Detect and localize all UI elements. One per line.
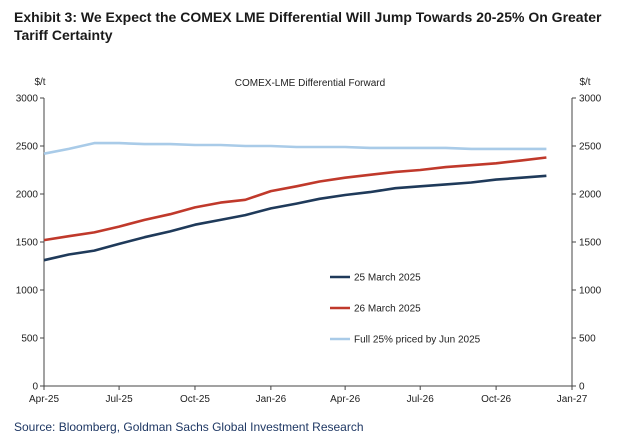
y-tick-label-left: 0 <box>32 382 38 393</box>
series-line-25-march-2025 <box>43 174 547 262</box>
x-tick-label: Jul-26 <box>407 394 435 405</box>
y-tick-label-left: 2500 <box>16 142 39 153</box>
x-tick-label: Oct-25 <box>180 394 210 405</box>
y-tick-label-right: 2500 <box>579 142 602 153</box>
x-tick-label: Jul-25 <box>105 394 133 405</box>
y-axis-label-left: $/t <box>34 77 45 88</box>
series-line-26-march-2025 <box>43 156 547 242</box>
y-tick-label-right: 0 <box>579 382 585 393</box>
y-tick-label-left: 1000 <box>16 286 39 297</box>
x-tick-label: Jan-26 <box>256 394 287 405</box>
x-tick-label: Jan-27 <box>557 394 588 405</box>
legend-label: 26 March 2025 <box>354 304 421 315</box>
exhibit-title: Exhibit 3: We Expect the COMEX LME Diffe… <box>14 9 602 43</box>
y-axis-label-right: $/t <box>579 77 590 88</box>
y-tick-label-right: 500 <box>579 334 596 345</box>
legend-label: 25 March 2025 <box>354 273 421 284</box>
y-tick-label-left: 3000 <box>16 94 39 105</box>
y-tick-label-left: 2000 <box>16 190 39 201</box>
x-tick-label: Oct-26 <box>481 394 511 405</box>
y-tick-label-right: 1000 <box>579 286 602 297</box>
legend-label: Full 25% priced by Jun 2025 <box>354 335 481 346</box>
y-tick-label-right: 2000 <box>579 190 602 201</box>
x-tick-label: Apr-26 <box>330 394 360 405</box>
y-tick-label-left: 1500 <box>16 238 39 249</box>
y-tick-label-right: 1500 <box>579 238 602 249</box>
y-tick-label-right: 3000 <box>579 94 602 105</box>
x-tick-label: Apr-25 <box>29 394 59 405</box>
y-tick-label-left: 500 <box>21 334 38 345</box>
chart-title: COMEX-LME Differential Forward <box>235 78 385 89</box>
series-line-full-25-priced <box>43 141 547 155</box>
source-note: Source: Bloomberg, Goldman Sachs Global … <box>14 420 364 434</box>
